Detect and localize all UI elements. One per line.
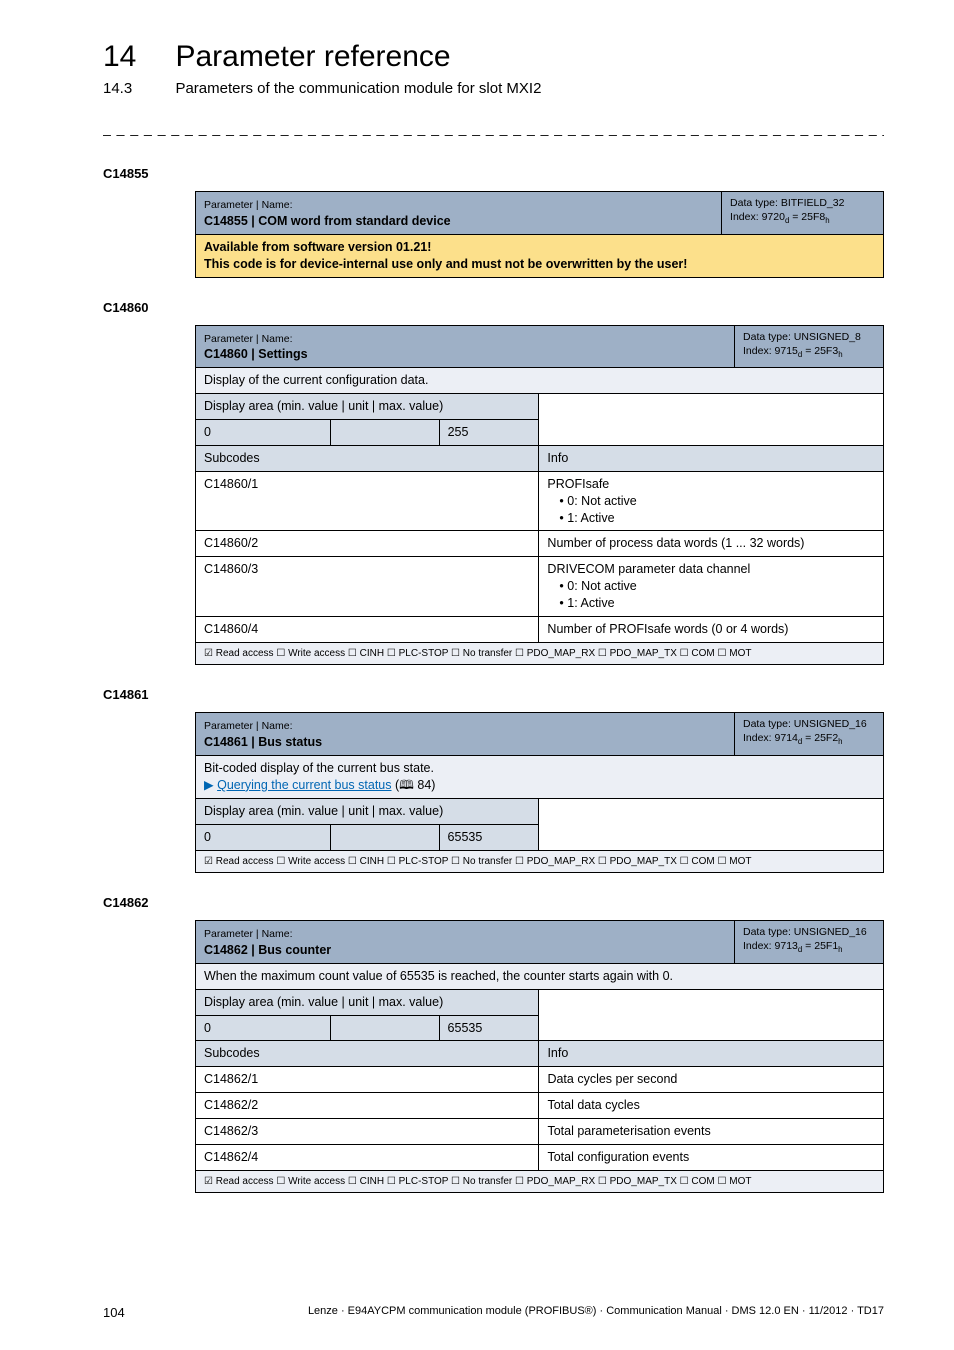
page-number: 104 [103, 1305, 125, 1320]
subcode-info: Total configuration events [539, 1144, 884, 1170]
parameter-name: C14862 | Bus counter [204, 943, 331, 957]
section-title: Parameters of the communication module f… [175, 80, 541, 97]
subcode: C14860/4 [196, 616, 539, 642]
parameter-name: C14861 | Bus status [204, 735, 322, 749]
section-number: 14.3 [103, 80, 171, 97]
description: Display of the current configuration dat… [196, 368, 884, 394]
data-type: Data type: UNSIGNED_16 [743, 718, 867, 730]
table-c14860: Parameter | Name: C14860 | Settings Data… [195, 325, 884, 666]
warning-line-1: Available from software version 01.21! [204, 240, 431, 254]
label-parameter-name: Parameter | Name: [204, 720, 293, 732]
table-c14861: Parameter | Name: C14861 | Bus status Da… [195, 712, 884, 873]
access-flags: ☑ Read access ☐ Write access ☐ CINH ☐ PL… [196, 850, 884, 873]
min-value: 0 [196, 1015, 331, 1041]
description: When the maximum count value of 65535 is… [196, 963, 884, 989]
param-code-c14862: C14862 [103, 895, 884, 910]
page-footer: 104 Lenze · E94AYCPM communication modul… [103, 1305, 884, 1320]
param-code-c14860: C14860 [103, 300, 884, 315]
display-area-label: Display area (min. value | unit | max. v… [196, 989, 539, 1015]
max-value: 65535 [439, 1015, 539, 1041]
parameter-name: C14860 | Settings [204, 347, 308, 361]
data-type: Data type: UNSIGNED_8 [743, 331, 861, 343]
warning-line-2: This code is for device-internal use onl… [204, 257, 687, 271]
book-icon: 🕮 [399, 778, 414, 792]
table-c14855: Parameter | Name: C14855 | COM word from… [195, 191, 884, 278]
min-value: 0 [196, 420, 331, 446]
subcode-info: Total parameterisation events [539, 1119, 884, 1145]
subcode-info: DRIVECOM parameter data channel 0: Not a… [539, 557, 884, 617]
data-type: Data type: BITFIELD_32 [730, 197, 844, 209]
max-value: 65535 [439, 824, 539, 850]
max-value: 255 [439, 420, 539, 446]
subcodes-header: Subcodes [196, 1041, 539, 1067]
subcode: C14862/2 [196, 1093, 539, 1119]
chapter-number: 14 [103, 40, 171, 74]
param-code-c14855: C14855 [103, 166, 884, 181]
label-parameter-name: Parameter | Name: [204, 333, 293, 345]
subcode: C14860/2 [196, 531, 539, 557]
subcode-info: Data cycles per second [539, 1067, 884, 1093]
min-value: 0 [196, 824, 331, 850]
data-type: Data type: UNSIGNED_16 [743, 926, 867, 938]
separator-dashes: _ _ _ _ _ _ _ _ _ _ _ _ _ _ _ _ _ _ _ _ … [103, 120, 884, 136]
subcode-info: Number of PROFIsafe words (0 or 4 words) [539, 616, 884, 642]
triangle-icon: ▶ [204, 778, 214, 792]
label-parameter-name: Parameter | Name: [204, 928, 293, 940]
subcode-info: Total data cycles [539, 1093, 884, 1119]
footer-text: Lenze · E94AYCPM communication module (P… [308, 1305, 884, 1320]
table-c14862: Parameter | Name: C14862 | Bus counter D… [195, 920, 884, 1193]
access-flags: ☑ Read access ☐ Write access ☐ CINH ☐ PL… [196, 1170, 884, 1193]
subcode: C14862/1 [196, 1067, 539, 1093]
param-code-c14861: C14861 [103, 687, 884, 702]
info-header: Info [539, 1041, 884, 1067]
subcode: C14860/3 [196, 557, 539, 617]
chapter-heading: 14 Parameter reference [103, 40, 884, 74]
subcodes-header: Subcodes [196, 445, 539, 471]
description: Bit-coded display of the current bus sta… [196, 756, 884, 799]
access-flags: ☑ Read access ☐ Write access ☐ CINH ☐ PL… [196, 642, 884, 665]
display-area-label: Display area (min. value | unit | max. v… [196, 394, 539, 420]
subcode-info: Number of process data words (1 ... 32 w… [539, 531, 884, 557]
parameter-name: C14855 | COM word from standard device [204, 214, 451, 228]
cross-reference-link[interactable]: Querying the current bus status [217, 778, 391, 792]
info-header: Info [539, 445, 884, 471]
index-value: Index: 9713d = 25F1h [743, 940, 843, 952]
subcode: C14862/3 [196, 1119, 539, 1145]
subcode: C14860/1 [196, 471, 539, 531]
index-value: Index: 9714d = 25F2h [743, 732, 843, 744]
index-value: Index: 9720d = 25F8h [730, 211, 830, 223]
chapter-title: Parameter reference [175, 40, 450, 74]
label-parameter-name: Parameter | Name: [204, 199, 293, 211]
subcode: C14862/4 [196, 1144, 539, 1170]
subcode-info: PROFIsafe 0: Not active 1: Active [539, 471, 884, 531]
index-value: Index: 9715d = 25F3h [743, 345, 843, 357]
display-area-label: Display area (min. value | unit | max. v… [196, 798, 539, 824]
section-heading: 14.3 Parameters of the communication mod… [103, 74, 884, 98]
